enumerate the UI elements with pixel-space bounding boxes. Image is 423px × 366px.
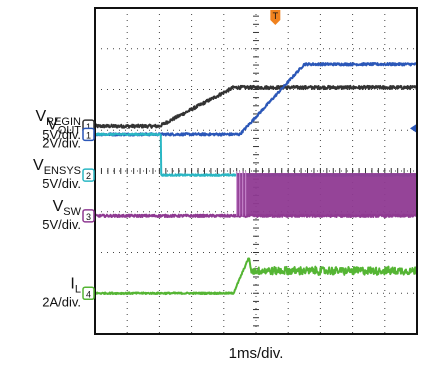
channel-marker-number: 4 [86,289,91,299]
channel-marker-box [82,127,95,142]
series-name: VSW [53,198,82,218]
trigger-marker-text: T [273,11,279,21]
trace-layer [94,62,418,296]
series-scale: 2V/div. [42,135,81,150]
trace-regin [94,84,418,129]
channel-marker-sw: 3 [82,209,95,223]
plot-grid [94,7,418,335]
channel-marker-box [82,209,95,223]
series-name: VREGIN [35,108,81,128]
channel-marker-number: 1 [86,122,91,132]
channel-marker-number: 2 [86,171,91,181]
channel-marker-box [82,168,95,182]
marker-layer: 11 2 3 4 T [82,10,416,300]
series-name: VENSYS [33,157,81,177]
trace-l [94,257,418,296]
channel-marker-l: 4 [82,286,95,300]
trace-sw-switching-band [236,173,417,216]
channel-marker-number: 1 [86,130,91,140]
trigger-level-icon [410,124,416,133]
series-name: IL [70,275,81,295]
series-scale: 5V/div. [42,127,81,142]
plot-frame [94,7,418,335]
series-scale: 5V/div. [42,176,81,191]
channel-marker-out: 1 [82,127,95,142]
series-scale: 2A/div. [42,294,81,309]
x-axis-label: 1ms/div. [229,345,284,362]
channel-marker-box [82,286,95,300]
trigger-marker-icon: T [270,10,281,25]
series-scale: 5V/div. [42,217,81,232]
series-name: VOUT [47,116,81,136]
label-layer: VREGIN5V/div.VOUT2V/div.VENSYS5V/div.VSW… [33,108,82,309]
trigger-marker-shape [270,10,281,25]
channel-marker-ensys: 2 [82,168,95,182]
channel-marker-number: 3 [86,212,91,222]
